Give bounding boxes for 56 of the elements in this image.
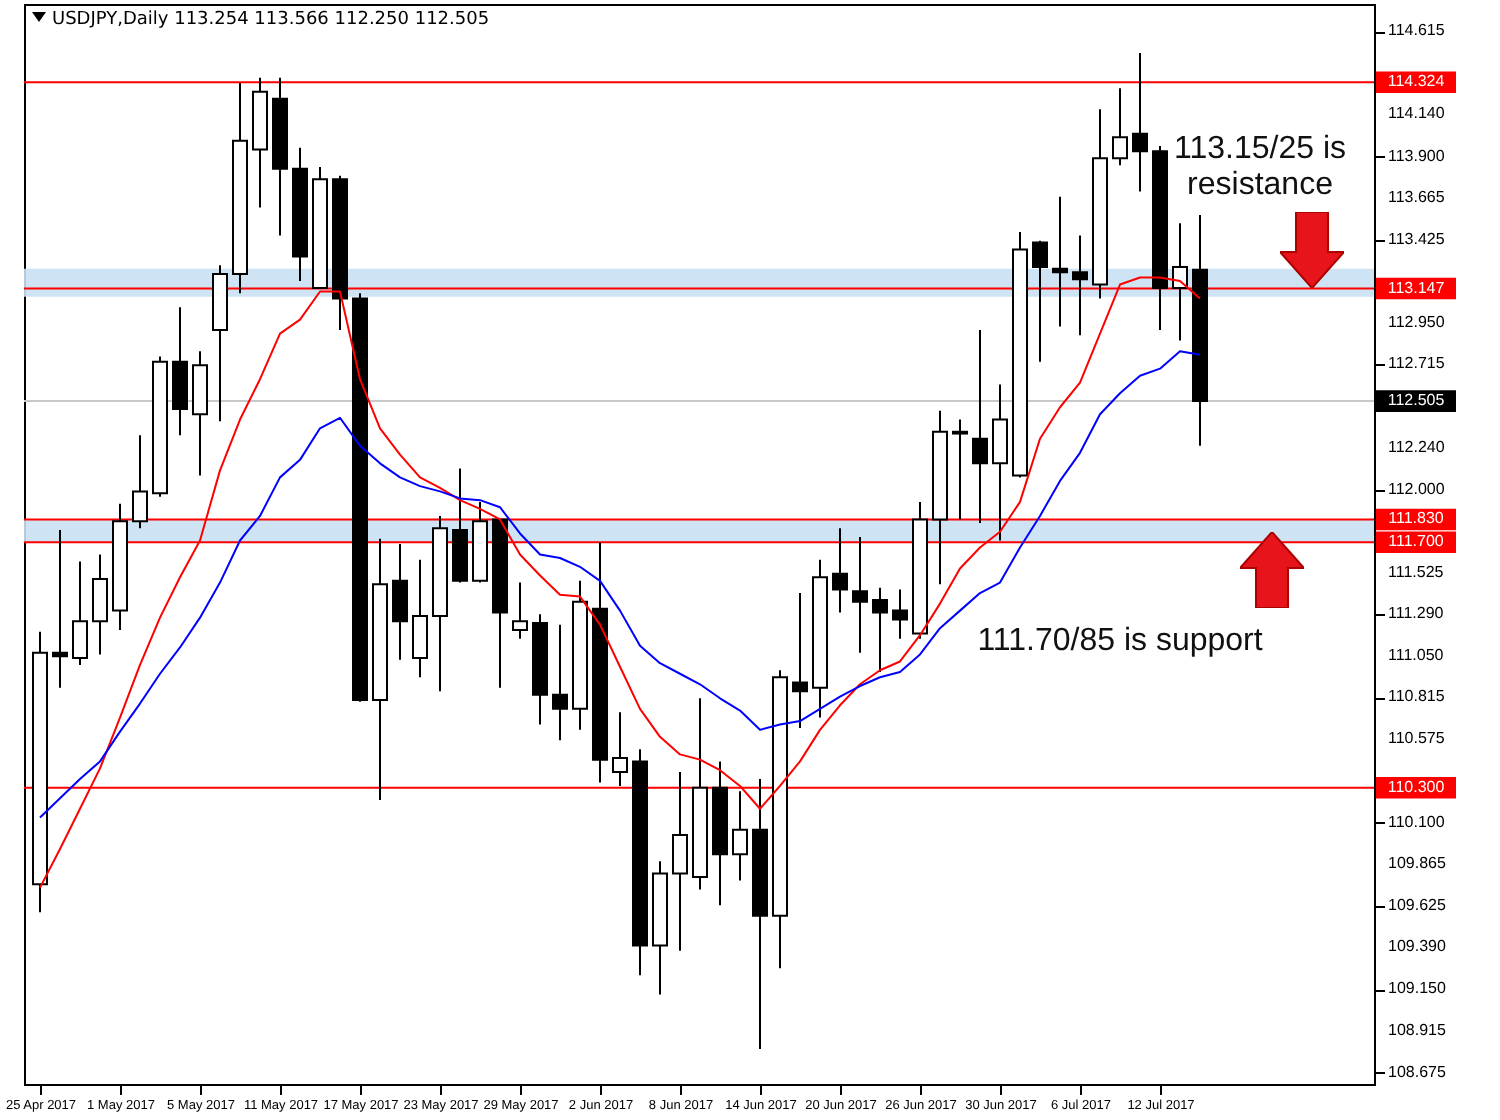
y-tick-label: 113.425 bbox=[1388, 229, 1446, 248]
y-tick-label: 109.150 bbox=[1388, 979, 1447, 998]
candlestick bbox=[392, 543, 408, 661]
candlestick bbox=[832, 527, 848, 614]
candlestick bbox=[1032, 239, 1048, 363]
y-tick-label: 111.050 bbox=[1388, 646, 1445, 665]
candlestick bbox=[72, 560, 88, 666]
ref-line-label: 113.147 bbox=[1387, 278, 1446, 297]
candlestick bbox=[412, 558, 428, 679]
candlestick bbox=[52, 528, 68, 689]
y-tick-label: 111.290 bbox=[1388, 604, 1445, 623]
candlestick bbox=[992, 383, 1008, 542]
candlestick bbox=[1132, 52, 1148, 193]
candlestick bbox=[872, 586, 888, 673]
y-tick-label: 114.140 bbox=[1388, 104, 1446, 123]
candlestick bbox=[972, 329, 988, 524]
y-tick-label: 108.915 bbox=[1388, 1020, 1447, 1039]
candlestick bbox=[1112, 87, 1128, 167]
candlestick bbox=[1052, 195, 1068, 328]
candlestick bbox=[1072, 234, 1088, 337]
ref-line-label: 112.505 bbox=[1387, 391, 1446, 410]
y-tick-label: 113.900 bbox=[1388, 146, 1446, 165]
candlestick bbox=[732, 790, 748, 882]
candlestick bbox=[1172, 222, 1188, 342]
y-tick-label: 112.000 bbox=[1388, 479, 1446, 498]
candlestick bbox=[952, 418, 968, 521]
chart-title: USDJPY,Daily 113.254 113.566 112.250 112.505 bbox=[52, 10, 490, 30]
candlestick bbox=[672, 770, 688, 952]
y-tick-label: 113.665 bbox=[1388, 187, 1446, 206]
ref-line-label: 111.700 bbox=[1388, 532, 1445, 551]
y-tick-label: 109.865 bbox=[1388, 853, 1447, 872]
ref-line-label: 110.300 bbox=[1387, 777, 1446, 796]
candlestick bbox=[852, 535, 868, 654]
y-tick-label: 111.525 bbox=[1388, 562, 1445, 581]
y-tick-label: 108.675 bbox=[1388, 1062, 1447, 1081]
y-tick-label: 110.575 bbox=[1388, 729, 1446, 748]
candlestick bbox=[132, 434, 148, 530]
annotation: 111.70/85 is support bbox=[977, 624, 1264, 658]
candlestick bbox=[92, 553, 108, 656]
candlestick bbox=[512, 581, 528, 640]
candlestick bbox=[792, 592, 808, 730]
ref-line-label: 111.830 bbox=[1388, 509, 1445, 528]
y-tick-label: 112.950 bbox=[1388, 313, 1446, 332]
y-tick-label: 110.100 bbox=[1388, 812, 1446, 831]
annotation: 113.15/25 is resistance bbox=[1174, 132, 1346, 202]
y-tick-label: 109.390 bbox=[1388, 937, 1447, 956]
y-tick-label: 110.815 bbox=[1388, 687, 1446, 706]
y-tick-label: 112.715 bbox=[1388, 354, 1446, 373]
candlestick bbox=[172, 306, 188, 437]
y-tick-label: 112.240 bbox=[1388, 437, 1446, 456]
y-tick-label: 109.625 bbox=[1388, 896, 1447, 915]
candlestick bbox=[892, 588, 908, 640]
candlestick bbox=[612, 711, 628, 787]
candlestick bbox=[552, 623, 568, 742]
y-tick-label: 114.615 bbox=[1388, 21, 1446, 40]
ref-line-label: 114.324 bbox=[1387, 72, 1446, 91]
